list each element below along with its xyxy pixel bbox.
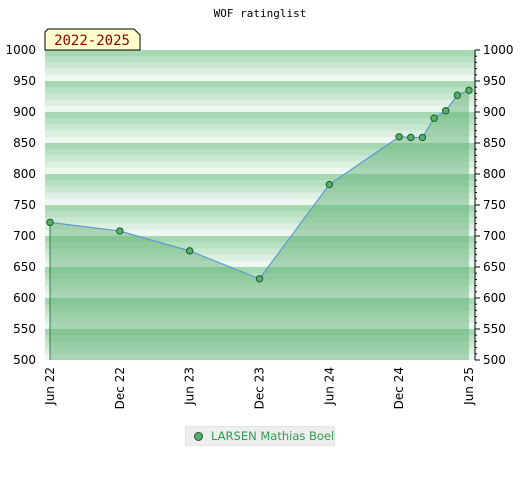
background-band [45, 267, 475, 274]
y-axis-right: 500 550 600 650 700 750 800 850 900 950 1000 [474, 43, 514, 367]
background-band [45, 254, 475, 262]
background-band [45, 155, 475, 162]
legend-label: LARSEN Mathias Boel [211, 429, 335, 443]
background-band [45, 118, 475, 125]
background-band [45, 217, 475, 224]
y-tick-label: 500 [13, 353, 36, 367]
y-tick-label-right: 800 [483, 167, 506, 181]
background-band [45, 74, 475, 82]
y-tick-label: 900 [13, 105, 36, 119]
y-tick-label-right: 850 [483, 136, 506, 150]
data-point [325, 180, 334, 189]
chart-title: WOF ratinglist [214, 7, 307, 20]
background-band [45, 180, 475, 187]
background-band [45, 149, 475, 156]
y-tick-label: 1000 [5, 43, 36, 57]
data-point [185, 247, 194, 255]
period-badge: 2022-2025 [44, 28, 141, 51]
background-band [45, 81, 475, 88]
x-tick-label: Dec 23 [253, 367, 267, 409]
data-point [442, 107, 450, 115]
background-band [45, 242, 475, 249]
x-tick-label: Jun 24 [322, 367, 336, 406]
y-tick-label-right: 750 [483, 198, 506, 212]
background-band [45, 124, 475, 131]
background-band [45, 174, 475, 181]
y-tick-label-right: 550 [483, 322, 506, 336]
background-band [45, 130, 475, 138]
data-point [418, 133, 427, 142]
background-band [45, 62, 475, 69]
background-band [45, 136, 475, 144]
background-band [45, 198, 475, 206]
y-tick-label-right: 900 [483, 105, 506, 119]
y-tick-label-right: 700 [483, 229, 506, 243]
background-band [45, 50, 475, 57]
background-band [45, 248, 475, 255]
y-tick-label-right: 950 [483, 74, 506, 88]
y-tick-label: 600 [13, 291, 36, 305]
y-axis-left: 500 550 600 650 700 750 800 850 900 950 1000 [5, 43, 36, 367]
data-point [430, 114, 438, 122]
background-band [45, 211, 475, 218]
background-band [45, 205, 475, 212]
y-tick-label: 650 [13, 260, 36, 274]
y-tick-label: 850 [13, 136, 36, 150]
y-tick-label-right: 1000 [483, 43, 514, 57]
data-point [407, 133, 415, 142]
data-point [395, 133, 403, 141]
y-tick-label: 550 [13, 322, 36, 336]
y-tick-label: 800 [13, 167, 36, 181]
background-band [45, 56, 475, 63]
y-tick-label: 750 [13, 198, 36, 212]
period-badge-text: 2022-2025 [54, 33, 130, 49]
background-band [45, 143, 475, 150]
background-band [45, 112, 475, 119]
background-band [45, 260, 475, 268]
y-tick-label-right: 500 [483, 353, 506, 367]
data-point [116, 227, 124, 235]
background-band [45, 161, 475, 169]
background-band [45, 229, 475, 237]
y-tick-label: 950 [13, 74, 36, 88]
data-point [255, 275, 264, 283]
background-band [45, 223, 475, 231]
x-tick-label: Dec 24 [392, 367, 406, 409]
background-band [45, 192, 475, 200]
y-tick-label: 700 [13, 229, 36, 243]
rating-area [50, 90, 469, 361]
background-band [45, 167, 475, 175]
background-band [45, 87, 475, 94]
background-band [45, 105, 475, 113]
x-tick-label: Dec 22 [113, 367, 127, 409]
x-tick-label: Jun 25 [462, 367, 476, 406]
background-band [45, 236, 475, 243]
data-points [46, 86, 473, 283]
background-band [45, 68, 475, 76]
background-band [45, 186, 475, 193]
data-point [453, 91, 462, 99]
data-point [46, 218, 54, 227]
y-tick-label-right: 600 [483, 291, 506, 305]
legend: LARSEN Mathias Boel [185, 426, 335, 446]
x-tick-label: Jun 23 [183, 367, 197, 406]
background-band [45, 93, 475, 100]
x-axis: Jun 22 Dec 22 Jun 23 Dec 23 Jun 24 Dec 24 Jun … [43, 367, 476, 409]
background-band [45, 99, 475, 107]
x-tick-label: Jun 22 [43, 367, 57, 406]
data-point [465, 86, 473, 95]
legend-marker [194, 431, 203, 441]
y-tick-label-right: 650 [483, 260, 506, 274]
